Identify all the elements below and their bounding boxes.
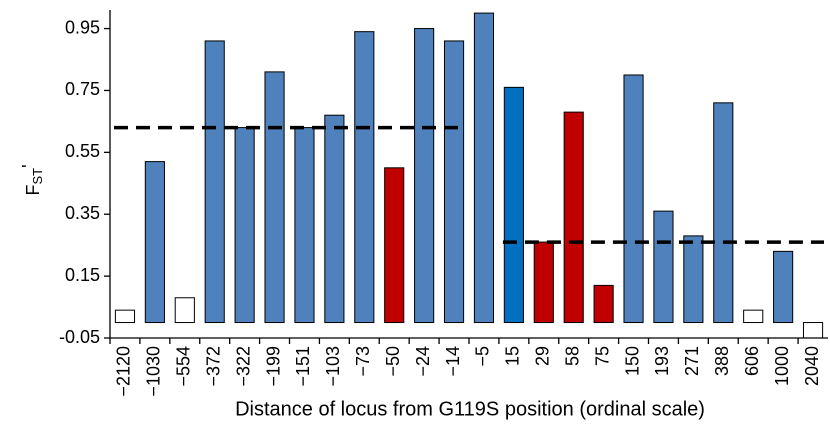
bar <box>144 161 165 324</box>
bar <box>773 250 794 324</box>
y-tick-label: 0.95 <box>65 17 100 37</box>
bar <box>234 127 255 324</box>
y-tick-label: -0.05 <box>59 327 100 347</box>
bar <box>114 309 136 324</box>
x-tick-label: −554 <box>174 346 194 387</box>
bar <box>533 241 554 324</box>
x-tick-label: −14 <box>443 346 463 377</box>
bar <box>743 309 764 324</box>
y-tick-label: 0.35 <box>65 203 100 223</box>
x-tick-label: 193 <box>652 346 672 376</box>
x-tick-label: −50 <box>383 346 403 377</box>
y-label-suffix: ' <box>19 164 39 167</box>
bar <box>623 74 644 324</box>
x-axis-label: Distance of locus from G119S position (o… <box>235 398 705 420</box>
x-tick-label: −151 <box>293 346 313 387</box>
y-label-main: F <box>23 185 43 196</box>
bar <box>683 235 704 324</box>
bar <box>713 102 734 324</box>
x-tick-label: 58 <box>562 346 582 366</box>
bar <box>354 31 375 324</box>
bar <box>204 40 225 324</box>
x-tick-label: 271 <box>682 346 702 376</box>
bar <box>593 284 614 324</box>
x-tick-label: −73 <box>353 346 373 377</box>
bar <box>174 297 195 324</box>
x-tick-label: 1000 <box>772 346 792 386</box>
y-label-sub: ST <box>30 168 45 185</box>
bar <box>802 322 824 339</box>
x-tick-label: −2120 <box>114 346 134 397</box>
x-tick-label: −372 <box>203 346 223 387</box>
x-tick-label: −24 <box>413 346 433 377</box>
x-tick-label: −1030 <box>144 346 164 397</box>
x-tick-label: 150 <box>622 346 642 376</box>
x-tick-label: 606 <box>742 346 762 376</box>
bar <box>653 210 674 324</box>
bar <box>473 12 495 324</box>
x-tick-label: −322 <box>233 346 253 387</box>
bar <box>414 28 435 324</box>
y-axis-label: FST' <box>19 164 46 195</box>
y-tick-label: 0.15 <box>65 265 100 285</box>
bar <box>563 111 584 324</box>
x-tick-label: 29 <box>533 346 553 366</box>
bar <box>264 71 285 324</box>
x-tick-label: 2040 <box>802 346 822 386</box>
bar <box>384 167 405 324</box>
x-tick-label: 75 <box>592 346 612 366</box>
bar <box>443 40 465 324</box>
y-tick-label: 0.55 <box>65 141 100 161</box>
bar <box>294 127 315 324</box>
bar <box>324 114 345 324</box>
x-tick-label: 388 <box>712 346 732 376</box>
x-tick-label: −5 <box>473 346 493 367</box>
bar <box>503 86 524 324</box>
y-tick-label: 0.75 <box>65 79 100 99</box>
x-tick-label: −199 <box>263 346 283 387</box>
x-tick-label: −103 <box>323 346 343 387</box>
x-tick-label: 15 <box>503 346 523 366</box>
